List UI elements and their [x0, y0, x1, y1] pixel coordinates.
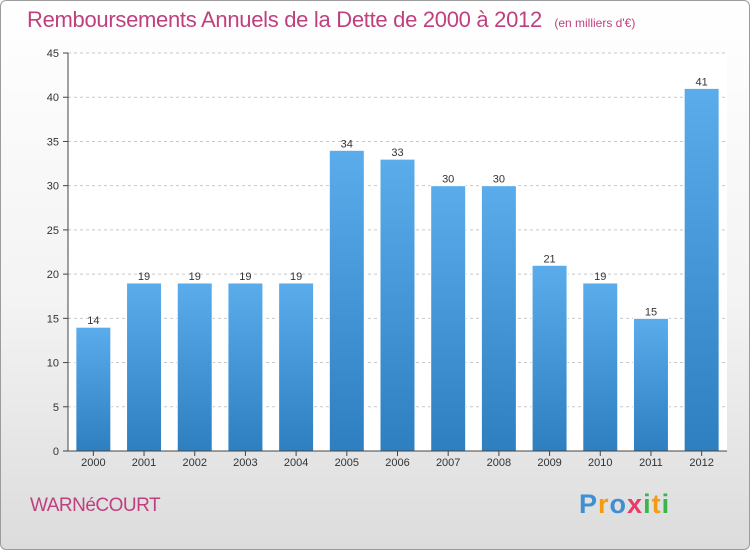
- bar: [632, 317, 669, 452]
- x-tick-label: 2003: [233, 457, 257, 469]
- x-tick-label: 2002: [182, 457, 206, 469]
- y-tick-label: 40: [47, 92, 59, 104]
- bar: [379, 158, 416, 452]
- data-label: 19: [138, 271, 150, 283]
- data-label: 33: [391, 147, 403, 159]
- y-tick-label: 15: [47, 313, 59, 325]
- data-label: 21: [543, 253, 555, 265]
- axes: 0 5 10 15 20 25 30 35 40 45 2000 2001 2002 2003 2004 20…: [47, 48, 727, 469]
- y-tick-label: 45: [47, 48, 59, 60]
- data-label: 14: [87, 315, 99, 327]
- data-labels: 14 19 19 19 19 34 33 30 30 21 19 15 41: [87, 76, 708, 327]
- x-tick-label: 2012: [689, 457, 713, 469]
- data-label: 19: [594, 271, 606, 283]
- y-tick-label: 10: [47, 358, 59, 370]
- data-label: 30: [493, 174, 505, 186]
- x-tick-label: 2011: [639, 457, 663, 469]
- data-label: 30: [442, 174, 454, 186]
- y-tick-label: 20: [47, 269, 59, 281]
- proxiti-logo: Proxiti: [579, 489, 670, 520]
- data-label: 19: [189, 271, 201, 283]
- y-tick-label: 5: [53, 402, 59, 414]
- logo-letter: o: [609, 489, 628, 519]
- bar: [683, 87, 720, 452]
- bar: [227, 282, 264, 452]
- x-tick-label: 2001: [132, 457, 156, 469]
- data-label: 15: [645, 306, 657, 318]
- data-label: 19: [290, 271, 302, 283]
- chart-title: Remboursements Annuels de la Dette de 20…: [27, 7, 542, 32]
- y-tick-label: 35: [47, 136, 59, 148]
- x-tick-label: 2005: [335, 457, 359, 469]
- data-label: 41: [696, 76, 708, 88]
- bars: [75, 87, 720, 452]
- bar: [480, 185, 517, 452]
- logo-letter: i: [643, 489, 652, 519]
- bar: [126, 282, 163, 452]
- bar: [328, 149, 365, 452]
- bar: [531, 264, 568, 452]
- x-tick-label: 2006: [385, 457, 409, 469]
- x-tick-label: 2008: [487, 457, 511, 469]
- x-tick-label: 2009: [537, 457, 561, 469]
- logo-letter: i: [661, 489, 671, 519]
- x-tick-label: 2010: [588, 457, 612, 469]
- bar: [176, 282, 213, 452]
- commune-name: WARNéCOURT: [30, 495, 161, 516]
- bar: [75, 326, 112, 452]
- x-tick-label: 2007: [436, 457, 460, 469]
- bar: [278, 282, 315, 452]
- y-tick-label: 30: [47, 181, 59, 193]
- y-tick-label: 0: [53, 446, 59, 458]
- logo-letter: r: [598, 489, 610, 519]
- data-label: 19: [239, 271, 251, 283]
- logo-letter: t: [651, 489, 662, 519]
- title-row: Remboursements Annuels de la Dette de 20…: [27, 7, 635, 33]
- data-label: 34: [341, 138, 353, 150]
- logo-letter: x: [627, 489, 644, 519]
- x-tick-label: 2004: [284, 457, 308, 469]
- x-tick-label: 2000: [81, 457, 105, 469]
- bar: [430, 185, 467, 452]
- chart-subtitle: (en milliers d'€): [554, 16, 636, 30]
- y-tick-label: 25: [47, 225, 59, 237]
- bar: [582, 282, 619, 452]
- logo-letter: P: [579, 489, 599, 519]
